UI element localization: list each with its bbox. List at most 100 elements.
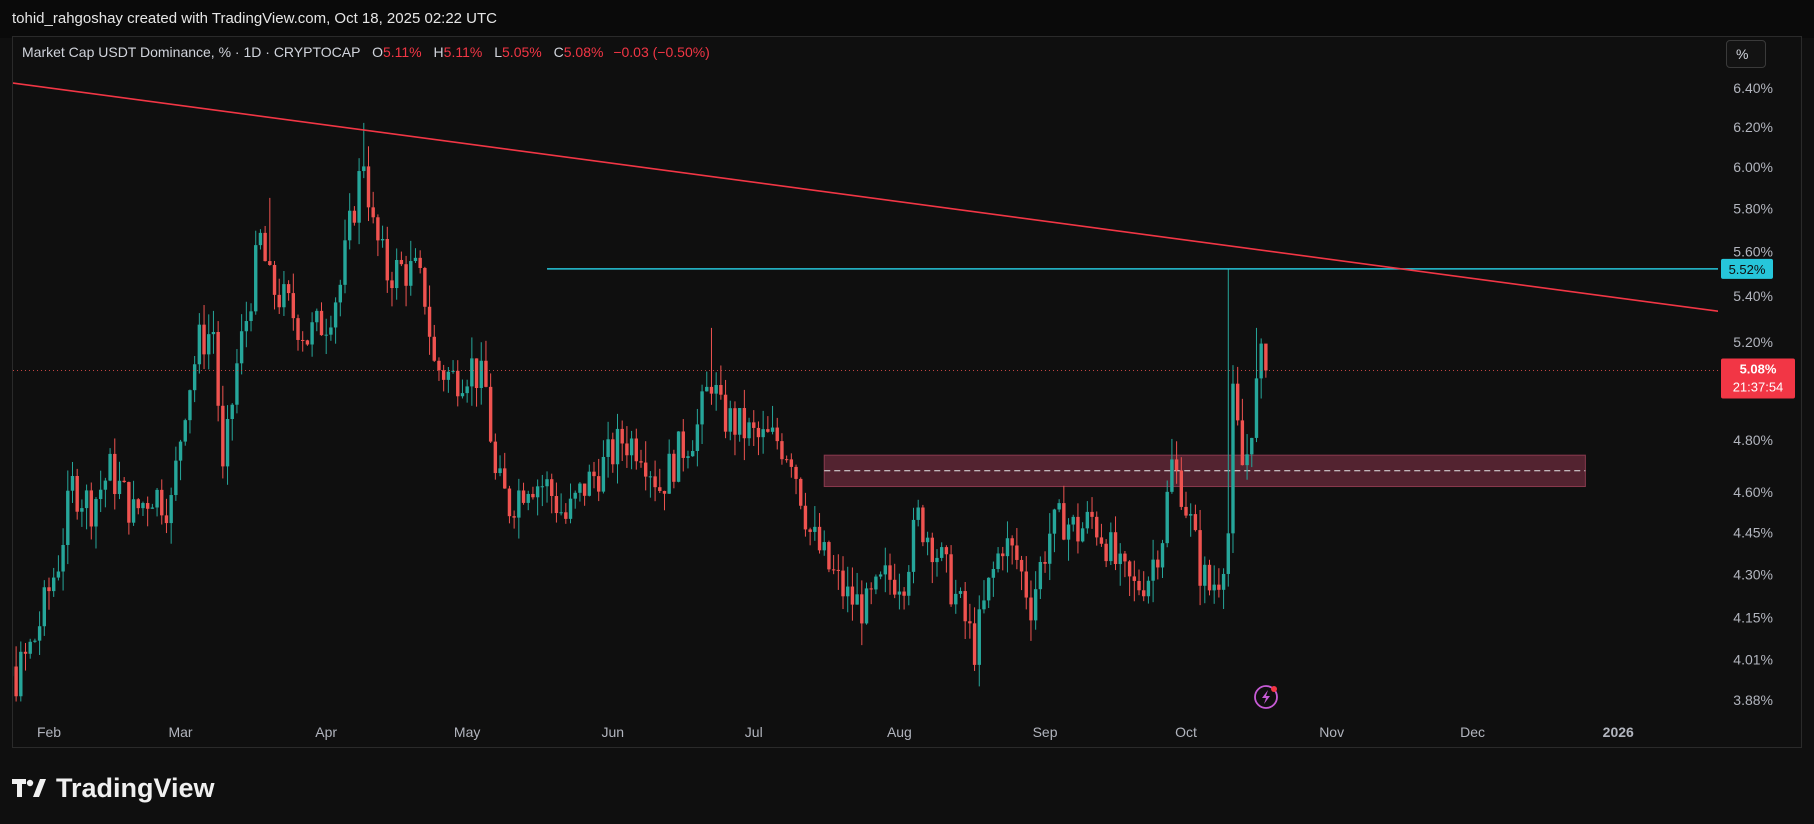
y-tick-label: 4.45%	[1733, 524, 1773, 540]
candle-body	[380, 238, 385, 241]
candle-body	[488, 386, 493, 442]
candle-body	[225, 419, 230, 467]
candle-body	[1250, 437, 1254, 455]
candle-body	[160, 489, 164, 516]
chart-frame[interactable]	[12, 36, 1802, 748]
candle-body	[169, 495, 173, 524]
candle-body	[949, 554, 953, 605]
candle-body	[441, 370, 446, 380]
candle-body	[1137, 580, 1141, 591]
resistance-badge-label: 5.52%	[1729, 262, 1766, 277]
candle-body	[1080, 528, 1085, 542]
candle-body	[667, 453, 671, 494]
high-label: H	[433, 44, 444, 60]
candle-body	[451, 370, 455, 372]
candle-body	[860, 594, 864, 624]
candle-body	[66, 490, 70, 546]
candle-body	[864, 588, 869, 624]
candle-body	[780, 441, 784, 460]
candle-body	[470, 358, 474, 387]
candle-body	[1146, 580, 1151, 597]
candle-body	[98, 489, 103, 500]
y-tick-label: 5.40%	[1733, 288, 1773, 304]
candle-body	[714, 384, 718, 394]
candle-body	[1057, 503, 1061, 510]
candle-body	[982, 600, 986, 610]
candle-body	[13, 666, 14, 677]
candle-body	[131, 499, 136, 523]
candle-body	[5, 658, 8, 677]
candle-body	[850, 586, 855, 605]
candle-body	[606, 439, 610, 457]
candle-body	[789, 459, 794, 467]
candle-body	[1156, 559, 1160, 568]
candle-body	[418, 257, 422, 268]
x-tick-label: Jun	[602, 724, 625, 740]
last-price-label: 5.08%	[1740, 361, 1777, 376]
candle-body	[0, 658, 3, 671]
candle-body	[1245, 454, 1249, 466]
candle-body	[733, 408, 737, 435]
candle-body	[817, 526, 822, 551]
candle-body	[935, 557, 939, 563]
candle-body	[347, 210, 352, 241]
candle-body	[37, 626, 42, 641]
candle-body	[413, 257, 418, 262]
candle-body	[211, 331, 216, 335]
candle-body	[192, 364, 197, 391]
candle-body	[1118, 553, 1122, 565]
candle-body	[1231, 383, 1235, 534]
candle-body	[930, 537, 934, 563]
event-dot-icon	[1271, 686, 1277, 692]
candle-body	[756, 427, 761, 438]
candle-body	[108, 453, 112, 481]
open-value: 5.11%	[382, 44, 422, 60]
candle-body	[474, 358, 479, 389]
percent-scale-button[interactable]: %	[1726, 40, 1766, 68]
attribution-text: tohid_rahgoshay created with TradingView…	[12, 10, 498, 27]
candle-body	[521, 490, 526, 503]
candle-body	[582, 483, 587, 496]
candle-body	[263, 232, 267, 262]
candle-body	[592, 471, 596, 477]
candle-body	[869, 588, 873, 590]
y-tick-label: 4.30%	[1733, 566, 1773, 582]
y-tick-label: 5.60%	[1733, 243, 1773, 259]
candle-body	[968, 621, 972, 624]
candle-body	[766, 429, 770, 432]
candle-body	[578, 483, 582, 493]
candle-body	[282, 284, 286, 308]
candle-body	[648, 476, 653, 478]
candle-body	[634, 438, 638, 462]
candle-body	[1029, 597, 1033, 621]
high-value: 5.11%	[443, 44, 483, 60]
candles-group	[0, 122, 1268, 702]
candle-body	[103, 480, 108, 490]
low-value: 5.05%	[502, 44, 542, 60]
candle-body	[56, 571, 61, 578]
countdown-label: 21:37:54	[1733, 379, 1784, 394]
candle-body	[1005, 538, 1010, 557]
candle-body	[178, 441, 183, 461]
candle-body	[535, 486, 540, 498]
candle-body	[366, 166, 371, 208]
candle-body	[1207, 564, 1212, 591]
candle-body	[836, 569, 841, 571]
candle-body	[841, 570, 845, 597]
candle-body	[902, 591, 906, 596]
candle-body	[376, 217, 380, 241]
candle-body	[1127, 561, 1132, 577]
candle-body	[305, 340, 310, 345]
open-label: O	[372, 44, 383, 60]
candle-body	[808, 529, 812, 532]
candle-body	[127, 482, 131, 523]
candle-body	[352, 210, 357, 223]
candle-body	[564, 512, 568, 519]
tradingview-brand: TradingView	[12, 768, 215, 808]
candle-body	[207, 334, 211, 355]
candle-body	[662, 490, 667, 494]
candle-body	[498, 468, 502, 474]
candle-body	[277, 294, 281, 308]
candle-body	[42, 587, 47, 627]
